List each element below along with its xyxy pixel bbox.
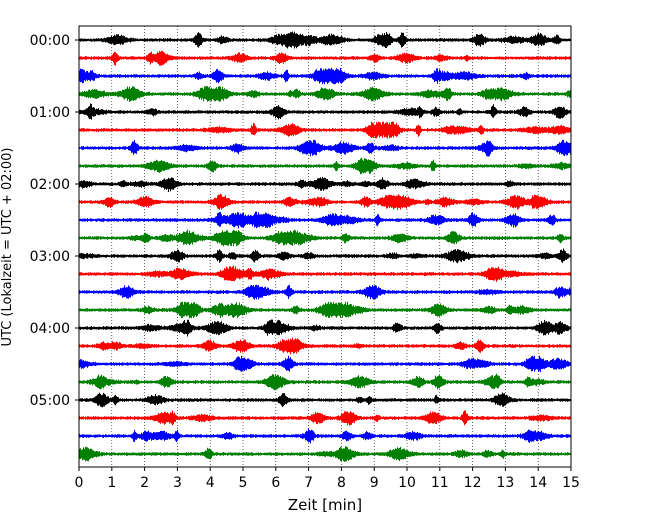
x-tick-label: 8 (337, 475, 346, 491)
x-tick-label: 9 (370, 475, 379, 491)
y-tick-label: 03:00 (30, 249, 70, 265)
x-tick-label: 1 (107, 475, 116, 491)
x-tick-label: 5 (239, 475, 248, 491)
x-tick-label: 7 (304, 475, 313, 491)
y-tick-label: 05:00 (30, 393, 70, 409)
y-axis-ticks: 00:00 01:00 02:00 03:00 04:00 05:00 (30, 33, 79, 409)
y-tick-label: 00:00 (30, 33, 70, 49)
x-tick-label: 0 (75, 475, 84, 491)
x-tick-label: 10 (398, 475, 416, 491)
x-tick-label: 3 (173, 475, 182, 491)
y-tick-label: 01:00 (30, 105, 70, 121)
x-tick-label: 13 (496, 475, 514, 491)
x-tick-label: 12 (464, 475, 482, 491)
y-tick-label: 02:00 (30, 177, 70, 193)
x-tick-label: 14 (529, 475, 547, 491)
x-tick-label: 4 (206, 475, 215, 491)
x-tick-label: 11 (431, 475, 449, 491)
x-tick-label: 6 (271, 475, 280, 491)
plot-frame (78, 25, 572, 468)
x-tick-label: 2 (140, 475, 149, 491)
x-axis-label: Zeit [min] (288, 496, 362, 514)
x-axis-ticks: 0 1 2 3 4 5 6 7 8 9 10 11 12 13 14 15 (75, 467, 580, 491)
y-tick-label: 04:00 (30, 321, 70, 337)
y-axis-label: UTC (Lokalzeit = UTC + 02:00) (0, 148, 15, 347)
x-tick-label: 15 (562, 475, 580, 491)
